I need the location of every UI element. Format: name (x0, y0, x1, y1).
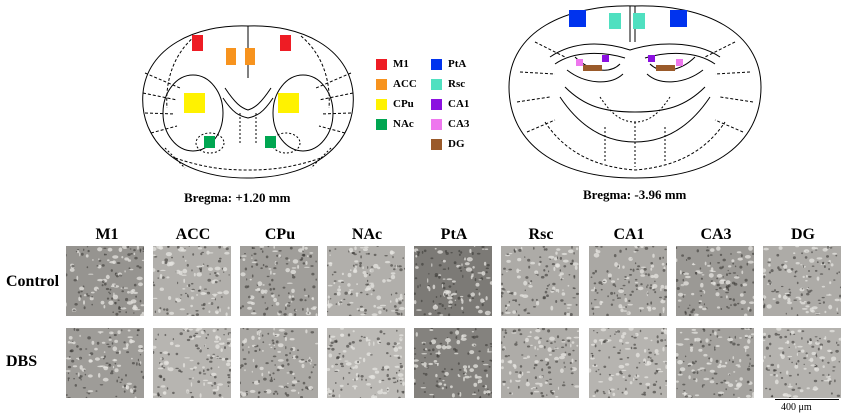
column-header-pta: PtA (440, 226, 468, 243)
legend-label: Rsc (448, 78, 466, 90)
legend-swatch (376, 58, 387, 70)
column-header-acc: ACC (175, 226, 211, 243)
micrograph-tile (589, 328, 667, 398)
legend-swatch (431, 58, 442, 70)
legend-item-nac: NAc (376, 118, 414, 130)
legend-item-rsc: Rsc (431, 78, 465, 90)
legend-swatch (376, 98, 387, 110)
region-legend: M1 ACC CPu NAc PtA Rsc CA1 CA3 DG (376, 58, 476, 168)
legend-item-dg: DG (431, 138, 465, 150)
legend-swatch (431, 138, 442, 150)
legend-swatch (431, 78, 442, 90)
legend-label: CPu (393, 98, 414, 110)
legend-item-pta: PtA (431, 58, 466, 70)
micrograph-tile (66, 328, 144, 398)
column-header-nac: NAc (351, 226, 383, 243)
micrograph-tile (153, 246, 231, 316)
micrograph-tile (676, 246, 754, 316)
legend-swatch (376, 78, 387, 90)
legend-label: DG (448, 138, 465, 150)
coronal-section-anterior (142, 25, 354, 179)
micrograph-tile (414, 328, 492, 398)
micrograph-tile (240, 246, 318, 316)
bregma-caption-anterior: Bregma: +1.20 mm (184, 190, 291, 205)
micrograph-tile (153, 328, 231, 398)
legend-label: NAc (393, 118, 414, 130)
micrograph-tile (676, 328, 754, 398)
scale-bar-label: 400 μm (781, 402, 812, 413)
column-header-ca1: CA1 (613, 226, 645, 243)
column-header-m1: M1 (95, 226, 119, 243)
legend-label: PtA (448, 58, 467, 70)
legend-swatch (431, 98, 442, 110)
micrograph-tile (414, 246, 492, 316)
legend-label: M1 (393, 58, 409, 70)
legend-label: ACC (393, 78, 417, 90)
row-label-control: Control (6, 273, 60, 290)
micrograph-tile (327, 328, 405, 398)
column-header-cpu: CPu (264, 226, 296, 243)
micrograph-tile (763, 328, 841, 398)
row-label-dbs: DBS (6, 353, 38, 370)
legend-item-cpu: CPu (376, 98, 414, 110)
legend-swatch (431, 118, 442, 130)
legend-item-ca1: CA1 (431, 98, 469, 110)
micrograph-tile (327, 246, 405, 316)
coronal-section-posterior (508, 5, 762, 179)
legend-label: CA3 (448, 118, 470, 130)
micrograph-tile (763, 246, 841, 316)
micrograph-tile (66, 246, 144, 316)
column-header-ca3: CA3 (700, 226, 732, 243)
micrograph-tile (589, 246, 667, 316)
column-header-rsc: Rsc (528, 226, 554, 243)
legend-item-acc: ACC (376, 78, 417, 90)
micrograph-tile (501, 246, 579, 316)
scale-bar (775, 399, 839, 400)
legend-item-ca3: CA3 (431, 118, 469, 130)
legend-label: CA1 (448, 98, 470, 110)
column-header-dg: DG (791, 226, 815, 243)
bregma-caption-posterior: Bregma: -3.96 mm (583, 187, 687, 202)
micrograph-tile (240, 328, 318, 398)
micrograph-tile (501, 328, 579, 398)
legend-swatch (376, 118, 387, 130)
legend-item-m1: M1 (376, 58, 409, 70)
